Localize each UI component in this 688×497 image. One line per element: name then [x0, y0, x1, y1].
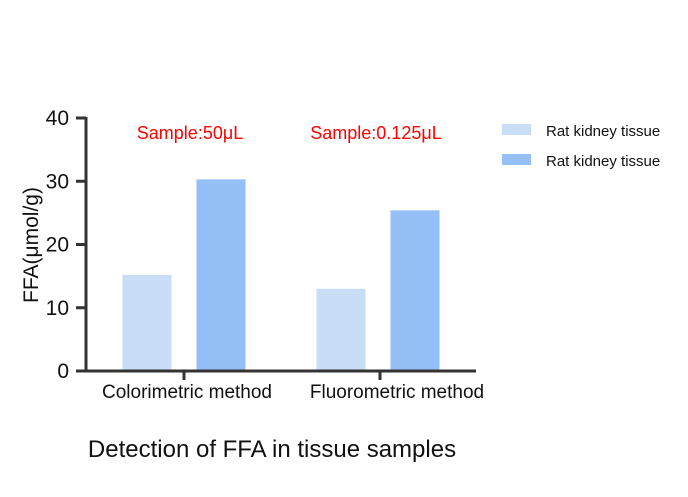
y-tick-label: 10 [46, 297, 69, 320]
chart-title: Detection of FFA in tissue samples [88, 436, 456, 463]
y-tick-label: 40 [46, 107, 69, 130]
bar [390, 210, 440, 370]
legend-swatch [502, 154, 531, 165]
legend: Rat kidney tissue Rat kidney tissue [502, 123, 660, 170]
bar [196, 179, 246, 370]
y-axis-label: FFA(μmol/g) [20, 187, 43, 303]
category-label: Fluorometric method [310, 382, 484, 403]
bars [122, 179, 440, 370]
axes: 0 10 20 30 40 [46, 107, 476, 383]
annotation-label: Sample:0.125μL [310, 123, 441, 143]
y-tick-label: 20 [46, 234, 69, 257]
bar [316, 288, 366, 370]
y-tick-label: 30 [46, 170, 69, 193]
category-label: Colorimetric method [102, 382, 272, 403]
legend-label: Rat kidney tissue [546, 153, 660, 170]
annotation-label: Sample:50μL [137, 123, 243, 143]
y-tick-label: 0 [57, 360, 69, 383]
legend-swatch [502, 124, 531, 135]
legend-label: Rat kidney tissue [546, 123, 660, 140]
labels: Colorimetric method Fluorometric method Sa… [102, 123, 484, 403]
bar [122, 274, 172, 370]
